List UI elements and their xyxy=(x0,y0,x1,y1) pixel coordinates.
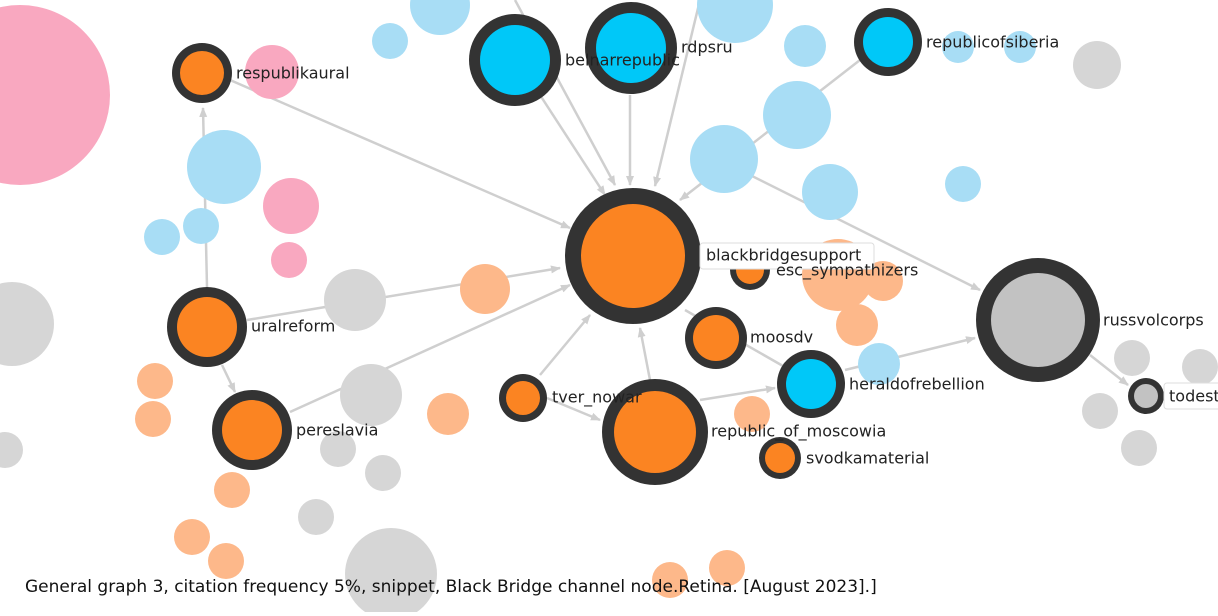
label-highlight xyxy=(1163,382,1218,410)
caption: General graph 3, citation frequency 5%, … xyxy=(25,577,877,597)
node-label[interactable]: republicofsiberia xyxy=(926,33,1059,52)
node-label[interactable]: russvolcorps xyxy=(1103,311,1204,330)
label-highlight xyxy=(699,242,875,270)
node-label[interactable]: republic_of_moscowia xyxy=(711,422,886,442)
node-labels: respublikaural belnarrepublic rdpsru rep… xyxy=(236,33,1218,468)
node-label[interactable]: esc_sympathizers xyxy=(776,261,918,281)
node-label[interactable]: tver_nowar xyxy=(552,388,642,408)
node-label[interactable]: svodkamaterial xyxy=(806,449,929,468)
node-label[interactable]: moosdv xyxy=(750,328,813,347)
node-label[interactable]: respublikaural xyxy=(236,64,350,83)
node-label[interactable]: todest xyxy=(1169,387,1218,406)
labeled-nodes xyxy=(167,2,1164,485)
node-label[interactable]: rdpsru xyxy=(681,38,733,57)
node-label[interactable]: belnarrepublic xyxy=(565,51,680,70)
node-label[interactable]: uralreform xyxy=(251,317,335,336)
node-label[interactable]: heraldofrebellion xyxy=(849,375,985,394)
node-label[interactable]: pereslavia xyxy=(296,421,378,440)
node-label[interactable]: blackbridgesupport xyxy=(706,246,861,265)
